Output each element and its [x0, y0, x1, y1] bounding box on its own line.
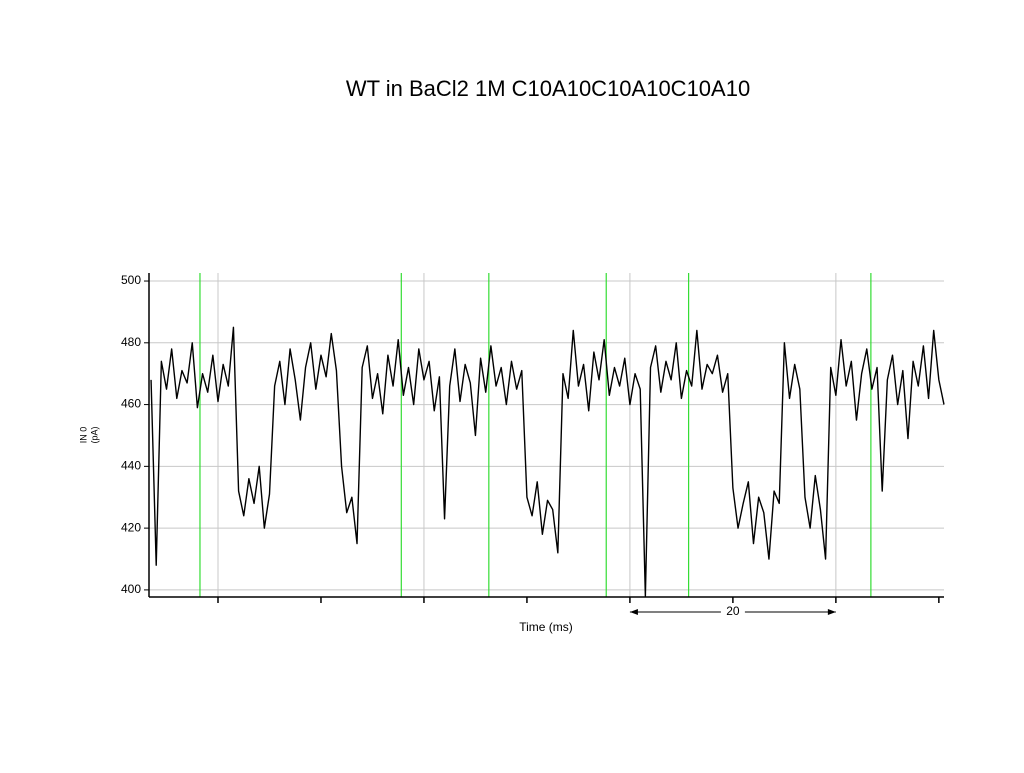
- y-tick-label: 400: [121, 582, 141, 596]
- y-axis-label: IN 0: [78, 427, 88, 444]
- y-tick-label: 480: [121, 335, 141, 349]
- scale-bar-label: 20: [726, 604, 740, 618]
- scale-label-bg: [720, 605, 745, 619]
- y-tick-label: 440: [121, 459, 141, 473]
- trace-line: [150, 326, 945, 597]
- y-axis-label: (pA): [89, 426, 99, 443]
- chart-title: WT in BaCl2 1M C10A10C10A10C10A10: [346, 76, 750, 101]
- y-tick-label: 500: [121, 273, 141, 287]
- y-tick-label: 460: [121, 397, 141, 411]
- y-tick-label: 420: [121, 520, 141, 534]
- x-axis-label: Time (ms): [519, 620, 573, 634]
